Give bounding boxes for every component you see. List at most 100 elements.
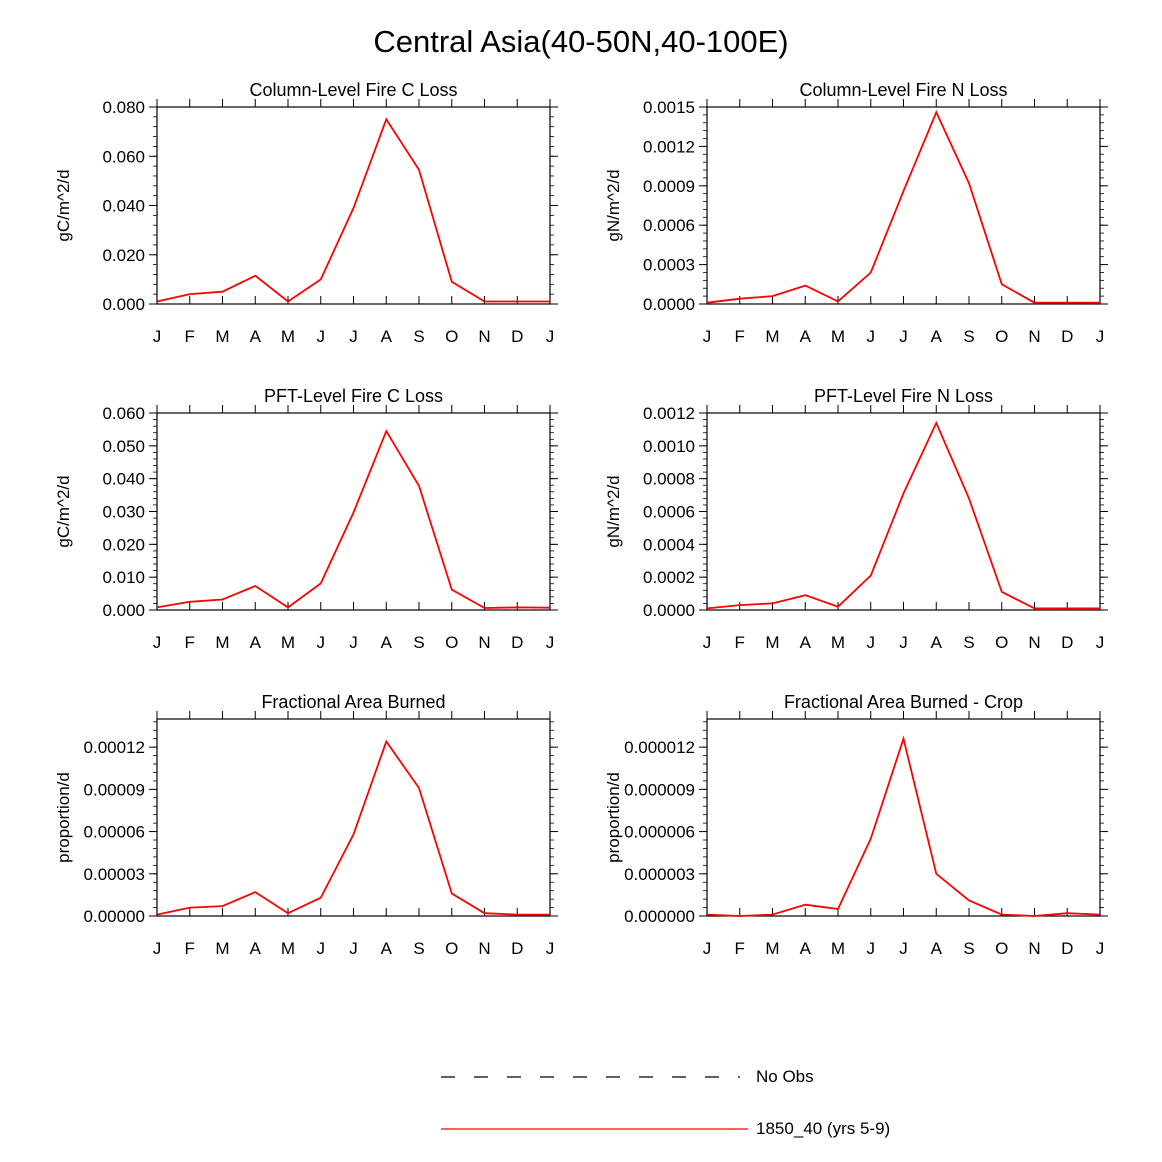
x-tick-label: M (215, 327, 229, 346)
x-tick-label: J (317, 327, 326, 346)
chart-panels: J F M A M J J A S O N D J0.0000.0200.0400.0600.080Co… (54, 80, 1108, 958)
x-tick-label: J (546, 327, 555, 346)
x-tick-label: O (995, 633, 1008, 652)
x-tick-label: M (215, 939, 229, 958)
y-tick-label: 0.00003 (84, 865, 145, 884)
legend (441, 1076, 748, 1130)
x-tick-label: F (735, 939, 745, 958)
x-tick-label: N (1028, 633, 1040, 652)
x-tick-label: A (800, 939, 812, 958)
x-tick-label: A (931, 633, 943, 652)
y-tick-label: 0.000003 (624, 865, 695, 884)
panel-title: Fractional Area Burned (261, 692, 445, 712)
x-tick-label: F (185, 939, 195, 958)
x-tick-label: J (867, 633, 876, 652)
x-tick-label: J (899, 633, 908, 652)
y-tick-label: 0.080 (102, 98, 145, 117)
y-tick-label: 0.0006 (643, 216, 695, 235)
x-tick-label: D (511, 939, 523, 958)
y-tick-label: 0.000 (102, 295, 145, 314)
chart-panel: J F M A M J J A S O N D J0.000000.000030.000060.0000… (54, 692, 558, 958)
x-tick-label: J (349, 939, 358, 958)
y-tick-label: 0.000012 (624, 738, 695, 757)
y-tick-label: 0.0003 (643, 256, 695, 275)
x-tick-label: J (1096, 939, 1105, 958)
x-tick-label: N (1028, 327, 1040, 346)
y-tick-label: 0.030 (102, 503, 145, 522)
x-tick-label: F (735, 633, 745, 652)
figure-title: Central Asia(40-50N,40-100E) (373, 24, 789, 59)
x-tick-label: N (478, 939, 490, 958)
y-tick-label: 0.0008 (643, 470, 695, 489)
x-tick-label: N (1028, 939, 1040, 958)
y-tick-label: 0.050 (102, 437, 145, 456)
x-tick-label: A (250, 327, 262, 346)
x-tick-label: J (153, 633, 162, 652)
x-tick-label: N (478, 327, 490, 346)
y-tick-label: 0.0009 (643, 177, 695, 196)
panel-title: Fractional Area Burned - Crop (784, 692, 1023, 712)
x-tick-label: A (931, 327, 943, 346)
x-tick-label: A (250, 939, 262, 958)
y-tick-label: 0.040 (102, 470, 145, 489)
x-tick-label: S (963, 327, 974, 346)
x-tick-label: F (185, 327, 195, 346)
x-tick-label: J (703, 633, 712, 652)
x-tick-label: M (765, 327, 779, 346)
x-tick-label: A (800, 327, 812, 346)
x-tick-label: J (153, 939, 162, 958)
series-line (156, 429, 551, 609)
x-tick-label: F (735, 327, 745, 346)
y-tick-label: 0.010 (102, 568, 145, 587)
plot-frame (706, 106, 1101, 305)
plot-frame (156, 718, 551, 917)
x-tick-label: O (995, 939, 1008, 958)
series-line (156, 117, 550, 303)
series-line (156, 739, 550, 916)
y-tick-label: 0.000000 (624, 907, 695, 926)
x-tick-label: O (445, 939, 458, 958)
x-tick-label: D (511, 327, 523, 346)
y-tick-label: 0.060 (102, 404, 145, 423)
x-tick-label: J (349, 327, 358, 346)
y-tick-label: 0.020 (102, 246, 145, 265)
series-line (706, 110, 1100, 304)
x-tick-label: J (867, 327, 876, 346)
y-tick-label: 0.0010 (643, 437, 695, 456)
x-tick-label: J (153, 327, 162, 346)
x-tick-label: J (703, 939, 712, 958)
y-tick-label: 0.0012 (643, 137, 695, 156)
x-tick-label: D (511, 633, 523, 652)
x-tick-label: J (899, 327, 908, 346)
x-tick-label: A (381, 939, 393, 958)
panel-title: PFT-Level Fire C Loss (264, 386, 443, 406)
x-tick-label: O (445, 633, 458, 652)
y-tick-label: 0.020 (102, 535, 145, 554)
panel-title: Column-Level Fire C Loss (249, 80, 457, 100)
y-tick-label: 0.0012 (643, 404, 695, 423)
x-tick-label: A (800, 633, 812, 652)
legend-model-label: 1850_40 (yrs 5-9) (756, 1119, 891, 1138)
x-tick-label: J (317, 633, 326, 652)
plot-frame (706, 412, 1101, 611)
panel-title: Column-Level Fire N Loss (799, 80, 1007, 100)
x-tick-label: M (281, 633, 295, 652)
x-tick-label: J (1096, 633, 1105, 652)
y-tick-label: 0.0000 (643, 601, 695, 620)
y-tick-label: 0.060 (102, 147, 145, 166)
series-line (706, 735, 1101, 917)
y-tick-label: 0.00012 (84, 738, 145, 757)
plot-frame (706, 718, 1101, 917)
chart-panel: J F M A M J J A S O N D J0.00000.00020.00040.00060.0… (604, 386, 1108, 652)
y-tick-label: 0.000 (102, 601, 145, 620)
y-axis-label: gN/m^2/d (604, 475, 623, 547)
chart-panel: J F M A M J J A S O N D J0.00000.00030.00060.00090.0… (604, 80, 1108, 346)
x-tick-label: N (478, 633, 490, 652)
y-axis-label: gC/m^2/d (54, 169, 73, 241)
chart-panel: J F M A M J J A S O N D J0.0000.0100.0200.0300.0400.… (54, 386, 558, 652)
x-tick-label: A (381, 633, 393, 652)
x-tick-label: J (867, 939, 876, 958)
x-tick-label: M (281, 327, 295, 346)
y-tick-label: 0.000009 (624, 780, 695, 799)
x-tick-label: M (831, 327, 845, 346)
